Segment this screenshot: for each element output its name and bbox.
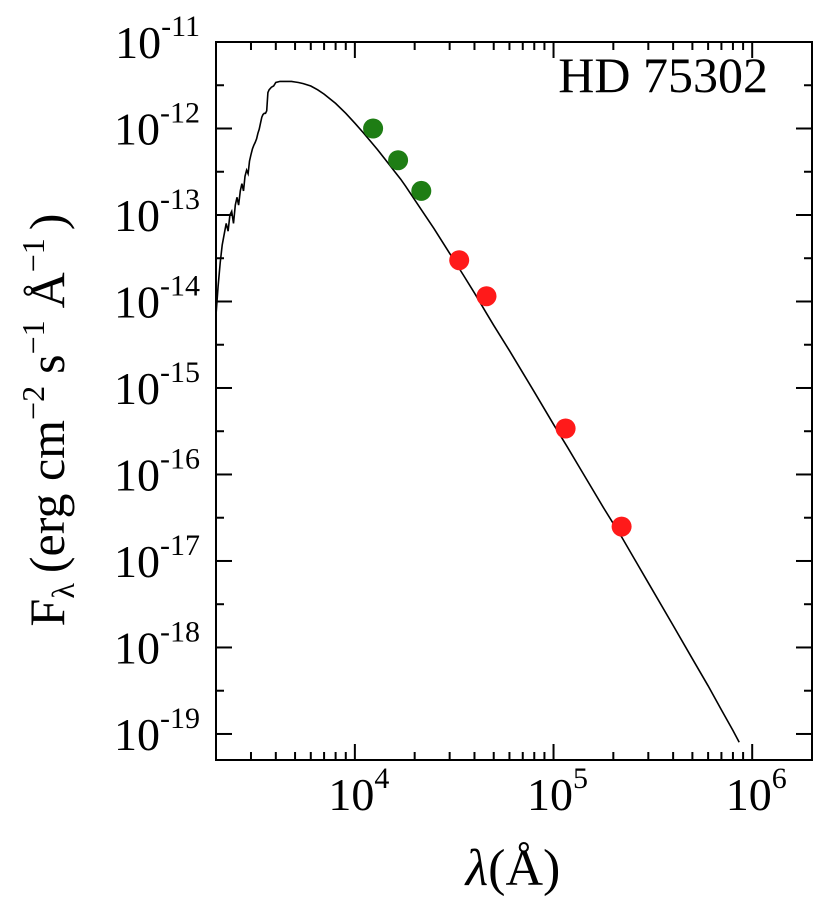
photometry-point xyxy=(476,286,497,307)
y-tick-label: 10-14 xyxy=(114,269,200,327)
y-tick-label: 10-16 xyxy=(114,442,200,500)
star-name-annotation: HD 75302 xyxy=(558,47,768,103)
x-axis-unit: (Å) xyxy=(488,840,560,897)
x-axis-label: λ(Å) xyxy=(464,840,561,897)
y-label-lambda: λ xyxy=(45,583,81,599)
photometry-point xyxy=(363,118,384,139)
x-axis-lambda: λ xyxy=(464,840,489,897)
photometry-point xyxy=(388,150,409,171)
y-tick-label: 10-13 xyxy=(114,183,200,241)
y-label-close: ) xyxy=(19,214,75,231)
y-axis-label: Fλ(erg cm−2s−1Å−1) xyxy=(15,214,81,627)
plot-frame xyxy=(215,41,813,761)
photometry-point xyxy=(449,250,470,271)
y-label-exp3: −1 xyxy=(15,238,51,272)
y-tick-label: 10-19 xyxy=(114,702,200,760)
y-tick-label: 10-18 xyxy=(114,615,200,673)
y-tick-label: 10-11 xyxy=(115,10,200,68)
model-sed-line xyxy=(216,80,740,743)
y-label-exp2: −2 xyxy=(15,386,51,420)
y-label-f: F xyxy=(19,599,75,627)
y-label-exp1: −1 xyxy=(15,320,51,354)
y-tick-labels: 10-11 10-12 10-13 10-14 10-15 10-16 10-17 10-18… xyxy=(114,10,200,760)
photometry-point xyxy=(555,418,576,439)
y-label-open: (erg cm xyxy=(19,420,75,573)
photometry-point xyxy=(611,516,632,537)
y-tick-label: 10-15 xyxy=(114,356,200,414)
svg-text:Fλ(erg cm−2s−1Å−1): Fλ(erg cm−2s−1Å−1) xyxy=(15,214,81,627)
x-tick-label: 105 xyxy=(527,762,588,820)
photometry-point xyxy=(411,180,432,201)
plot-area xyxy=(216,80,740,743)
y-label-s: s xyxy=(19,354,75,373)
y-label-angstrom: Å xyxy=(19,272,75,308)
x-tick-labels: 104 105 106 xyxy=(328,762,786,820)
y-tick-label: 10-17 xyxy=(114,529,200,587)
x-tick-label: 106 xyxy=(726,762,787,820)
y-tick-label: 10-12 xyxy=(114,96,200,154)
x-tick-label: 104 xyxy=(328,762,389,820)
